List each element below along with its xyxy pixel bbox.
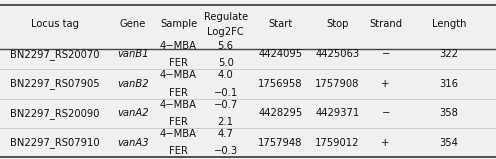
Text: 4429371: 4429371: [315, 108, 360, 118]
Text: Sample: Sample: [160, 19, 197, 29]
Text: 316: 316: [439, 79, 458, 89]
Text: −0.7: −0.7: [214, 100, 238, 110]
Text: Strand: Strand: [369, 19, 402, 29]
Text: Locus tag: Locus tag: [31, 19, 79, 29]
Text: 2.1: 2.1: [218, 117, 234, 127]
Text: 1756958: 1756958: [258, 79, 303, 89]
Text: Regulate: Regulate: [203, 13, 248, 22]
Text: −0.1: −0.1: [214, 88, 238, 98]
Text: 1759012: 1759012: [315, 138, 360, 148]
Text: −0.3: −0.3: [214, 146, 238, 156]
Text: 5.0: 5.0: [218, 58, 234, 68]
Text: 4428295: 4428295: [258, 108, 303, 118]
Text: 5.6: 5.6: [218, 41, 234, 51]
Text: 1757948: 1757948: [258, 138, 303, 148]
Text: vanB2: vanB2: [117, 79, 148, 89]
Text: vanA3: vanA3: [117, 138, 148, 148]
Text: +: +: [381, 138, 390, 148]
Text: FER: FER: [169, 146, 188, 156]
Text: Gene: Gene: [120, 19, 146, 29]
Text: 4−MBA: 4−MBA: [160, 41, 197, 51]
Text: 354: 354: [439, 138, 458, 148]
Text: −: −: [381, 108, 390, 118]
Text: BN2297_RS07910: BN2297_RS07910: [10, 137, 100, 148]
Text: FER: FER: [169, 88, 188, 98]
Text: 4−MBA: 4−MBA: [160, 70, 197, 80]
Text: Log2FC: Log2FC: [207, 27, 244, 37]
Text: vanA2: vanA2: [117, 108, 148, 118]
Text: 4−MBA: 4−MBA: [160, 100, 197, 110]
Text: −: −: [381, 49, 390, 59]
Text: FER: FER: [169, 58, 188, 68]
Text: 4424095: 4424095: [258, 49, 302, 59]
Text: 322: 322: [439, 49, 458, 59]
Text: BN2297_RS20070: BN2297_RS20070: [10, 49, 100, 60]
Text: 4425063: 4425063: [315, 49, 359, 59]
Text: 358: 358: [439, 108, 458, 118]
Text: 4−MBA: 4−MBA: [160, 129, 197, 139]
Text: BN2297_RS20090: BN2297_RS20090: [10, 108, 100, 119]
Text: Stop: Stop: [326, 19, 349, 29]
Text: 1757908: 1757908: [315, 79, 360, 89]
Text: Length: Length: [432, 19, 466, 29]
Text: 4.0: 4.0: [218, 70, 234, 80]
Text: vanB1: vanB1: [117, 49, 148, 59]
Text: Start: Start: [268, 19, 292, 29]
Text: BN2297_RS07905: BN2297_RS07905: [10, 78, 100, 89]
Text: 4.7: 4.7: [218, 129, 234, 139]
Text: +: +: [381, 79, 390, 89]
Text: FER: FER: [169, 117, 188, 127]
